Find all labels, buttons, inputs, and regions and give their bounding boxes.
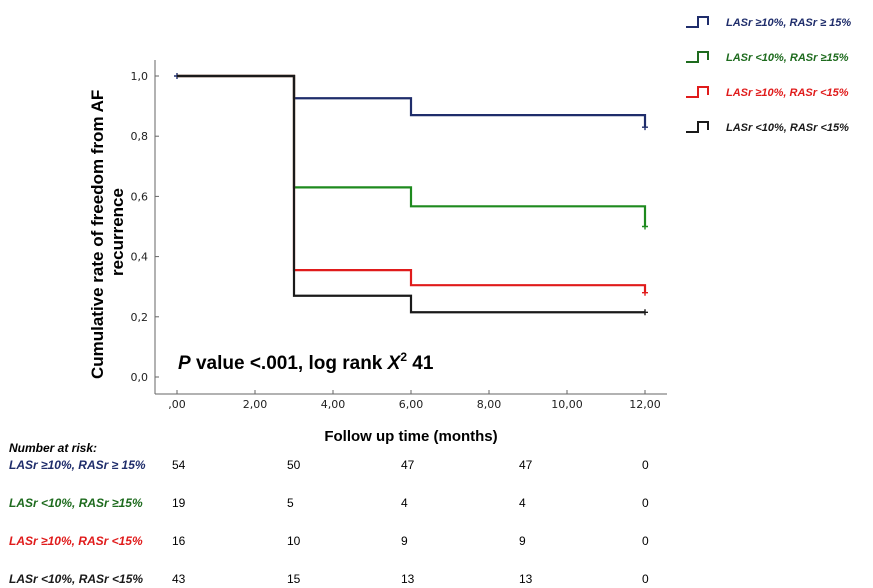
risk-table: Number at risk:LASr ≥10%, RASr ≥ 15% 54 50…	[9, 441, 649, 586]
legend-swatch	[686, 86, 709, 98]
legend-item-4: LASr <10%, RASr <15%	[686, 121, 849, 134]
y-tick-label: 0,4	[131, 251, 149, 264]
x-tick-label: 4,00	[321, 398, 346, 411]
risk-count: 19	[172, 496, 186, 510]
legend-label: LASr <10%, RASr <15%	[726, 122, 849, 134]
risk-count: 43	[172, 572, 186, 586]
risk-count: 4	[401, 496, 408, 510]
tick-labels: 0,0 0,2 0,4 0,6 0,8 1,0 ,00 2,00 4,00 6,00 8,00 10,…	[131, 70, 661, 411]
risk-count: 0	[642, 572, 649, 586]
legend-swatch	[686, 121, 709, 133]
x-tick-label: 8,00	[477, 398, 502, 411]
censor-mark	[642, 289, 648, 296]
y-tick-label: 0,0	[131, 371, 149, 384]
risk-count: 47	[401, 458, 415, 472]
risk-row-2: LASr <10%, RASr ≥15% 19 5 4 4 0	[9, 496, 649, 510]
risk-row-label: LASr <10%, RASr <15%	[9, 572, 143, 586]
risk-count: 9	[519, 534, 526, 548]
y-axis-label: Cumulative rate of freedom from AF recur…	[88, 85, 127, 379]
series-line-1	[177, 74, 647, 128]
legend-swatch	[686, 16, 709, 28]
risk-count: 4	[519, 496, 526, 510]
risk-count: 13	[519, 572, 533, 586]
risk-count: 10	[287, 534, 301, 548]
risk-count: 13	[401, 572, 415, 586]
risk-row-label: LASr ≥10%, RASr <15%	[9, 534, 143, 548]
risk-count: 0	[642, 458, 649, 472]
risk-count: 50	[287, 458, 301, 472]
x-tick-label: 2,00	[243, 398, 268, 411]
survival-curves	[174, 73, 648, 316]
risk-row-1: LASr ≥10%, RASr ≥ 15% 54 50 47 47 0	[9, 458, 649, 472]
x-tick-label: ,00	[168, 398, 186, 411]
risk-count: 0	[642, 534, 649, 548]
censor-mark	[642, 309, 648, 316]
series-line-4	[177, 74, 645, 314]
legend-item-2: LASr <10%, RASr ≥15%	[686, 51, 849, 64]
censor-mark	[642, 124, 648, 131]
censor-mark	[642, 223, 648, 230]
legend-item-1: LASr ≥10%, RASr ≥ 15%	[686, 16, 851, 29]
y-tick-label: 0,8	[131, 130, 149, 143]
risk-count: 9	[401, 534, 408, 548]
legend-label: LASr ≥10%, RASr <15%	[726, 87, 849, 99]
risk-count: 54	[172, 458, 186, 472]
y-tick-label: 0,6	[131, 190, 149, 203]
risk-count: 0	[642, 496, 649, 510]
risk-row-label: LASr <10%, RASr ≥15%	[9, 496, 143, 510]
risk-row-4: LASr <10%, RASr <15% 43 15 13 13 0	[9, 572, 649, 586]
x-tick-label: 12,00	[629, 398, 661, 411]
risk-count: 5	[287, 496, 294, 510]
p-value-annotation: P value <.001, log rank X2 41	[178, 350, 434, 374]
risk-table-title: Number at risk:	[9, 441, 97, 455]
risk-count: 47	[519, 458, 533, 472]
legend-label: LASr ≥10%, RASr ≥ 15%	[726, 17, 851, 29]
x-axis-label: Follow up time (months)	[324, 428, 497, 445]
legend-label: LASr <10%, RASr ≥15%	[726, 52, 849, 64]
x-tick-label: 10,00	[551, 398, 583, 411]
risk-row-3: LASr ≥10%, RASr <15% 16 10 9 9 0	[9, 534, 649, 548]
y-tick-label: 1,0	[131, 70, 149, 83]
x-tick-label: 6,00	[399, 398, 424, 411]
risk-row-label: LASr ≥10%, RASr ≥ 15%	[9, 458, 146, 472]
legend: LASr ≥10%, RASr ≥ 15% LASr <10%, RASr ≥15…	[686, 16, 851, 134]
y-tick-label: 0,2	[131, 311, 149, 324]
risk-count: 15	[287, 572, 301, 586]
legend-swatch	[686, 51, 709, 63]
legend-item-3: LASr ≥10%, RASr <15%	[686, 86, 849, 99]
risk-count: 16	[172, 534, 186, 548]
